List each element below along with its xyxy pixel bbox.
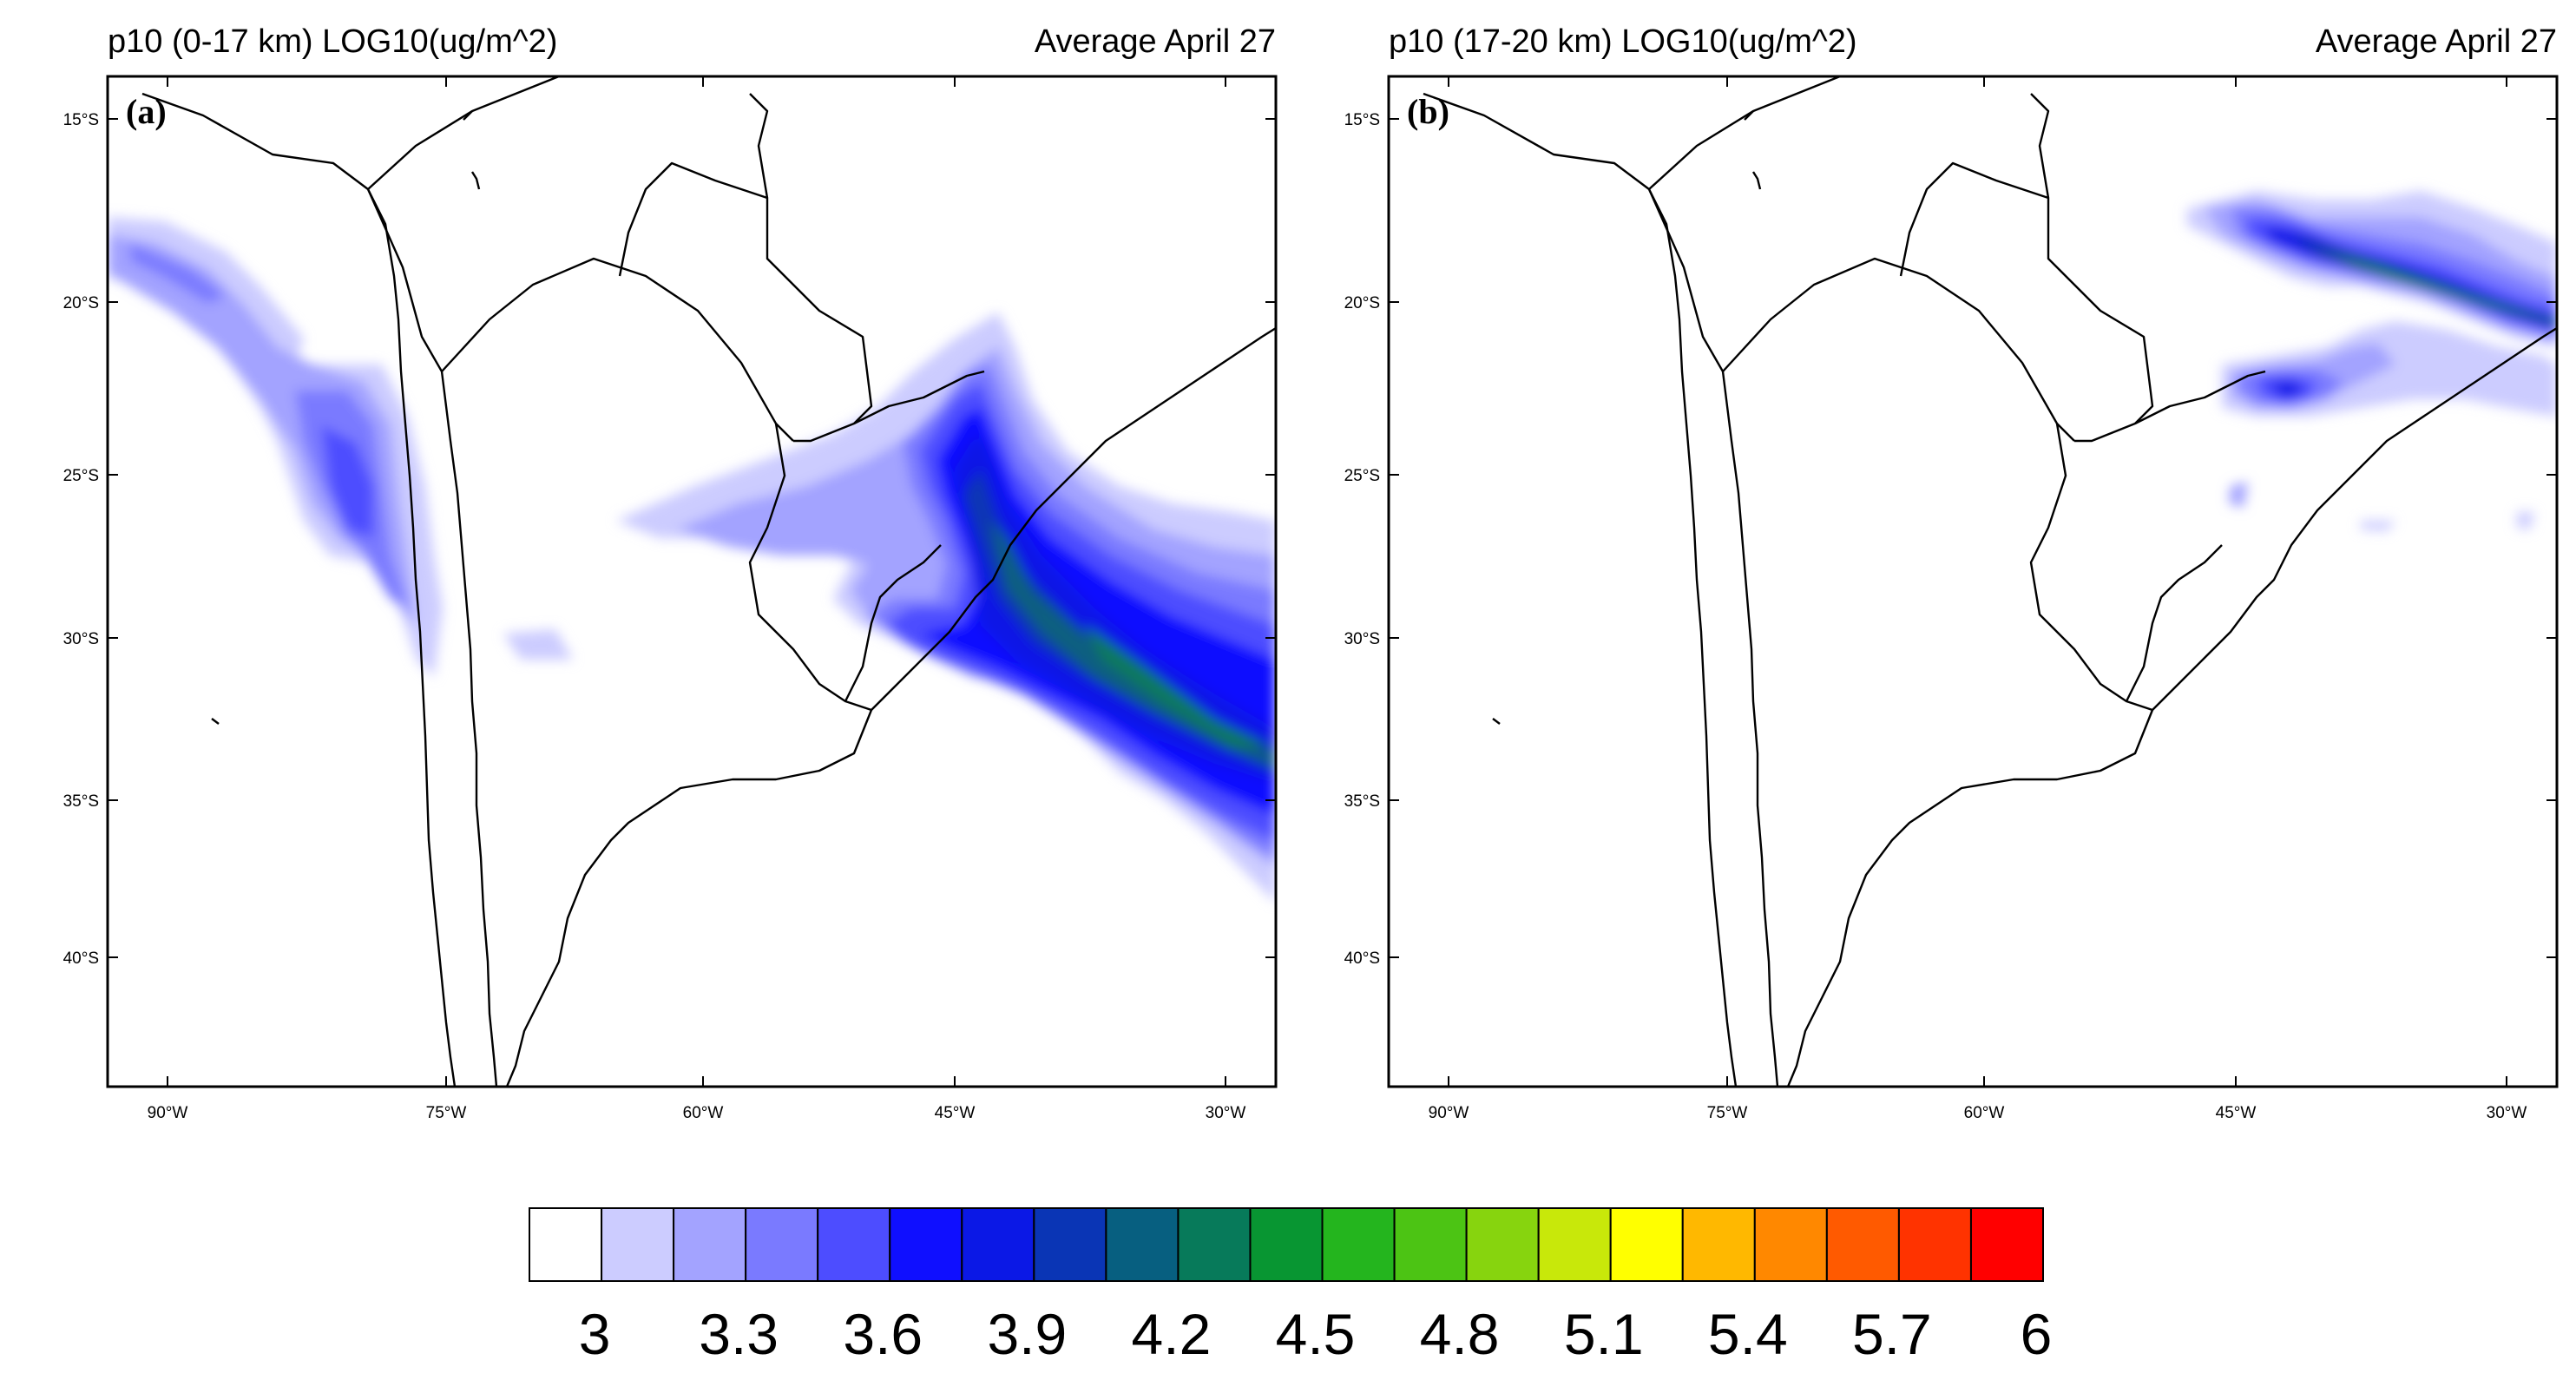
panel-b-frame [1387, 75, 2559, 1088]
panel-b-title: p10 (17-20 km) LOG10(ug/m^2) [1389, 23, 1857, 60]
colorbar-box [1969, 1207, 2045, 1282]
colorbar-box [1537, 1207, 1612, 1282]
colorbar-label: 5.1 [1564, 1302, 1644, 1366]
panel-b-lat-label: 25°S [1344, 467, 1380, 485]
colorbar-box [1825, 1207, 1900, 1282]
colorbar-label: 5.7 [1852, 1302, 1932, 1366]
colorbar-box [1753, 1207, 1828, 1282]
panel-a-lat-label: 30°S [63, 630, 99, 648]
panel-a: p10 (0-17 km) LOG10(ug/m^2) Average Apri… [63, 23, 1278, 1122]
colorbar-box [673, 1207, 747, 1282]
colorbar-box [889, 1207, 963, 1282]
colorbar-box [601, 1207, 675, 1282]
colorbar-label: 3.9 [987, 1302, 1067, 1366]
panel-b-lat-label: 30°S [1344, 630, 1380, 648]
colorbar-box [745, 1207, 819, 1282]
panel-b-axis-ticks: 15°S 20°S 25°S 30°S 35°S 40°S 90°W 75°W 60°W 45°W… [1344, 76, 2557, 1122]
colorbar-box [961, 1207, 1035, 1282]
colorbar-label: 4.2 [1132, 1302, 1212, 1366]
panel-b-dust-contours [2187, 191, 2557, 531]
colorbar-label: 6 [2021, 1302, 2053, 1366]
panel-a-lon-label: 30°W [1206, 1104, 1246, 1122]
colorbar-box [1609, 1207, 1684, 1282]
panel-a-right-title: Average April 27 [1035, 23, 1276, 60]
panel-b-map [1389, 76, 2557, 1087]
panel-b-lat-label: 15°S [1344, 111, 1380, 129]
panel-a-label: (a) [126, 92, 167, 131]
panel-b-lat-label: 40°S [1344, 950, 1380, 968]
colorbar-boxes [529, 1207, 2045, 1282]
panel-a-axis-ticks: 15°S 20°S 25°S 30°S 35°S 40°S 90°W 75°W 60°W 45°W… [63, 76, 1276, 1122]
colorbar-label: 3 [579, 1302, 611, 1366]
colorbar-label: 5.4 [1708, 1302, 1788, 1366]
colorbar-box [1105, 1207, 1180, 1282]
colorbar-label: 4.5 [1276, 1302, 1356, 1366]
panel-b-lon-label: 60°W [1964, 1104, 2005, 1122]
colorbar-box [1321, 1207, 1396, 1282]
colorbar-box [1249, 1207, 1324, 1282]
panel-a-map [108, 76, 1276, 1087]
colorbar-box [1465, 1207, 1540, 1282]
panel-a-lat-label: 25°S [63, 467, 99, 485]
panel-a-title: p10 (0-17 km) LOG10(ug/m^2) [108, 23, 557, 60]
panel-a-lat-label: 40°S [63, 950, 99, 968]
panel-a-frame [106, 75, 1278, 1088]
panel-a-lon-label: 60°W [683, 1104, 724, 1122]
panel-b-lon-label: 90°W [1429, 1104, 1469, 1122]
colorbar-box [1681, 1207, 1756, 1282]
panel-a-lat-label: 20°S [63, 294, 99, 312]
colorbar-box [529, 1207, 603, 1282]
panel-a-lon-label: 45°W [935, 1104, 976, 1122]
panel-b-lat-label: 35°S [1344, 792, 1380, 811]
colorbar: 3 3.3 3.6 3.9 4.2 4.5 4.8 5.1 5.4 5.7 6 [529, 1207, 2053, 1366]
colorbar-label: 3.3 [699, 1302, 779, 1366]
panel-b-lon-label: 75°W [1707, 1104, 1748, 1122]
colorbar-box [1177, 1207, 1252, 1282]
panel-b-label: (b) [1407, 92, 1449, 131]
panel-b-lon-label: 30°W [2487, 1104, 2527, 1122]
panel-b-lat-label: 20°S [1344, 294, 1380, 312]
colorbar-label: 3.6 [843, 1302, 923, 1366]
panel-a-lon-label: 90°W [148, 1104, 188, 1122]
colorbar-box [1033, 1207, 1107, 1282]
colorbar-box [1393, 1207, 1468, 1282]
colorbar-box [817, 1207, 891, 1282]
panel-b: p10 (17-20 km) LOG10(ug/m^2) Average Apr… [1344, 23, 2559, 1122]
colorbar-labels: 3 3.3 3.6 3.9 4.2 4.5 4.8 5.1 5.4 5.7 6 [579, 1302, 2053, 1366]
panel-b-right-title: Average April 27 [2316, 23, 2557, 60]
panel-a-lon-label: 75°W [426, 1104, 467, 1122]
panel-a-lat-label: 35°S [63, 792, 99, 811]
colorbar-label: 4.8 [1420, 1302, 1500, 1366]
panel-b-lon-label: 45°W [2216, 1104, 2257, 1122]
colorbar-box [1897, 1207, 1972, 1282]
panel-a-lat-label: 15°S [63, 111, 99, 129]
